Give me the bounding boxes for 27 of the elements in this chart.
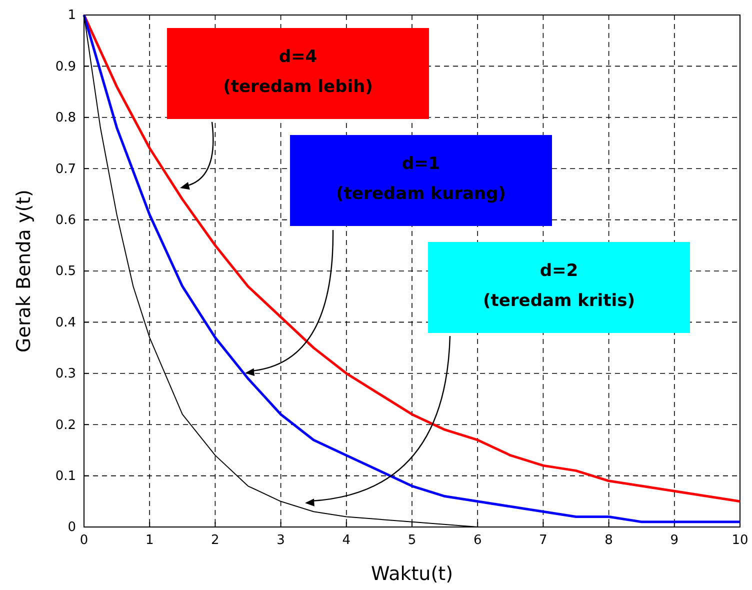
y-tick-label: 0.7 — [55, 162, 76, 177]
x-tick-label: 10 — [732, 533, 748, 548]
x-tick-label: 5 — [408, 533, 416, 548]
y-tick-label: 0.3 — [55, 366, 76, 382]
x-tick-label: 6 — [473, 533, 482, 548]
y-tick-label: 0 — [68, 520, 76, 536]
x-axis-title: Waktu(t) — [371, 563, 453, 585]
x-tick-label: 9 — [670, 533, 679, 548]
y-tick-label: 0.8 — [55, 110, 76, 126]
x-tick-label: 3 — [276, 533, 285, 548]
annotation: d=2 (teredam kritis) — [483, 261, 635, 311]
y-tick-label: 0.9 — [55, 59, 76, 74]
y-tick-label: 0.1 — [55, 468, 76, 484]
x-tick-label: 8 — [604, 533, 613, 548]
x-tick-label: 1 — [145, 533, 154, 548]
y-axis-title: Gerak Benda y(t) — [13, 190, 35, 352]
y-tick-label: 1 — [68, 8, 76, 24]
x-tick-label: 0 — [80, 533, 88, 548]
y-tick-label: 0.2 — [55, 418, 76, 433]
x-tick-label: 7 — [539, 533, 548, 548]
annotation: d=4 (teredam lebih) — [223, 47, 373, 97]
annotation: d=1 (teredam kurang) — [336, 154, 506, 204]
x-tick-label: 4 — [342, 533, 351, 548]
y-tick-label: 0.5 — [55, 264, 76, 280]
x-tick-label: 2 — [211, 533, 220, 548]
y-tick-label: 0.6 — [55, 212, 76, 228]
y-tick-label: 0.4 — [55, 315, 76, 330]
